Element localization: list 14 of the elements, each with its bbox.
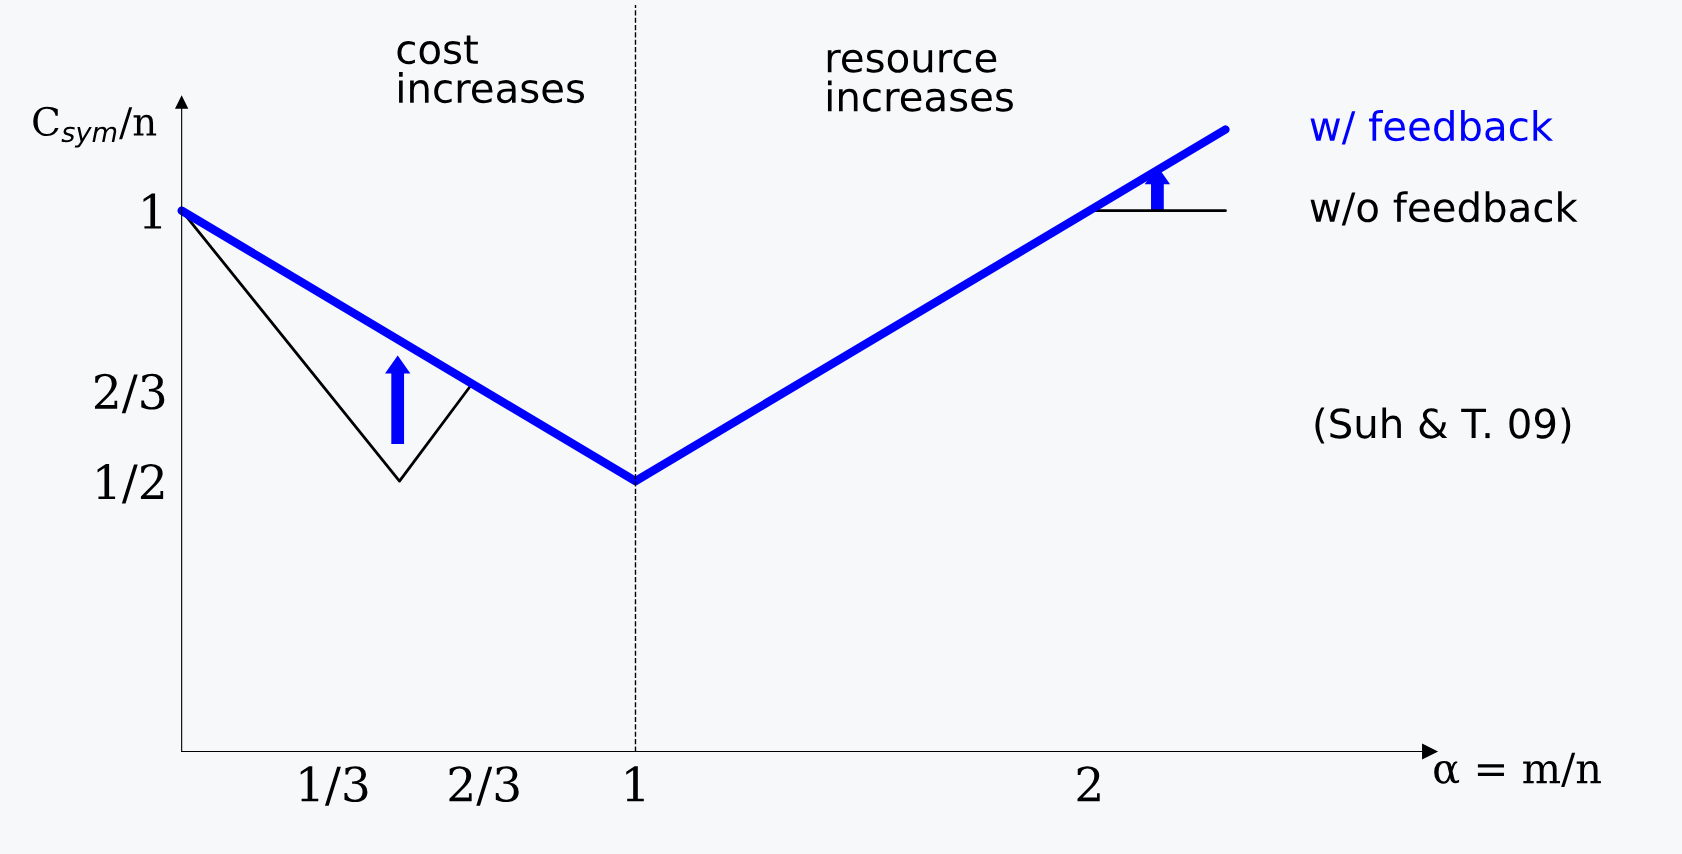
- annotation: resource increases: [827, 49, 1013, 112]
- x-tick-label: 1: [626, 766, 644, 802]
- text: w/ feedback: [1310, 110, 1554, 145]
- y-tick-label: 1: [143, 193, 162, 229]
- annotation: (Suh & T. 09): [1315, 407, 1571, 444]
- y-tick-label: 1/2: [97, 463, 164, 504]
- x-tick-label: 1/3: [300, 766, 368, 806]
- x-axis-title: α = m/n: [1434, 752, 1601, 788]
- y-tick-label: 2/3: [94, 373, 165, 414]
- x-tick-label: 2/3: [449, 766, 519, 806]
- annotation: cost increases: [397, 35, 585, 104]
- y-axis-title: C$_{sym}$/n: [33, 106, 157, 148]
- text: w/o feedback: [1310, 191, 1578, 226]
- x-tick-label: 2: [1077, 766, 1100, 802]
